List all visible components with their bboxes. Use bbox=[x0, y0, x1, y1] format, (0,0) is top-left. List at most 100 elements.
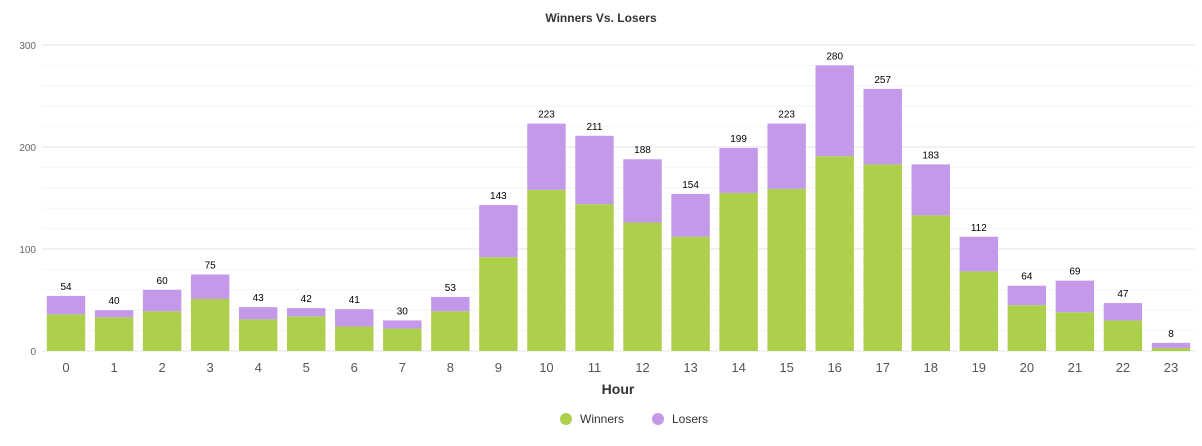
bar-winners-23[interactable] bbox=[1151, 347, 1191, 351]
bar-losers-16[interactable] bbox=[815, 65, 854, 157]
bar-total-label: 53 bbox=[445, 283, 457, 294]
bar-winners-17[interactable] bbox=[863, 164, 902, 351]
x-tick-label: 0 bbox=[62, 360, 69, 375]
bar-losers-21[interactable] bbox=[1055, 280, 1095, 313]
bar-total-label: 41 bbox=[349, 295, 361, 306]
bar-losers-7[interactable] bbox=[383, 320, 422, 329]
bar-winners-10[interactable] bbox=[527, 189, 566, 351]
x-tick-label: 22 bbox=[1116, 360, 1130, 375]
bar-total-label: 30 bbox=[397, 306, 409, 317]
bar-losers-18[interactable] bbox=[911, 164, 950, 216]
x-tick-label: 3 bbox=[207, 360, 214, 375]
bar-total-label: 42 bbox=[301, 294, 313, 305]
bar-winners-6[interactable] bbox=[335, 326, 374, 351]
x-axis-title: Hour bbox=[602, 381, 635, 397]
bar-total-label: 223 bbox=[538, 110, 555, 121]
bar-losers-19[interactable] bbox=[959, 236, 999, 272]
y-tick-label: 100 bbox=[19, 245, 36, 256]
bar-winners-8[interactable] bbox=[431, 311, 470, 351]
x-tick-label: 19 bbox=[972, 360, 986, 375]
bars bbox=[46, 65, 1191, 351]
bar-total-label: 188 bbox=[634, 145, 651, 156]
chart-title: Winners Vs. Losers bbox=[545, 11, 657, 25]
bar-winners-0[interactable] bbox=[46, 314, 86, 351]
x-tick-label: 16 bbox=[827, 360, 841, 375]
x-tick-label: 12 bbox=[635, 360, 649, 375]
bar-losers-3[interactable] bbox=[190, 274, 230, 299]
bar-losers-0[interactable] bbox=[46, 295, 86, 315]
bar-winners-7[interactable] bbox=[383, 328, 422, 351]
x-tick-label: 2 bbox=[158, 360, 165, 375]
bar-winners-14[interactable] bbox=[719, 192, 758, 351]
x-tick-label: 17 bbox=[875, 360, 889, 375]
bar-winners-21[interactable] bbox=[1055, 312, 1095, 351]
bar-losers-12[interactable] bbox=[623, 159, 662, 223]
legend-item-losers[interactable]: Losers bbox=[652, 412, 708, 426]
x-tick-label: 23 bbox=[1164, 360, 1178, 375]
bar-winners-4[interactable] bbox=[238, 319, 278, 351]
bar-winners-20[interactable] bbox=[1007, 305, 1047, 351]
bar-winners-19[interactable] bbox=[959, 271, 999, 351]
bar-total-label: 40 bbox=[109, 296, 121, 307]
bar-total-label: 199 bbox=[730, 134, 747, 145]
bar-winners-16[interactable] bbox=[815, 156, 854, 351]
x-tick-label: 11 bbox=[588, 360, 602, 375]
y-tick-label: 200 bbox=[19, 143, 36, 154]
x-axis: 0 1 2 3 4 5 6 7 8 9 10 11 12 13 14 15 16 17 18 19 20 21 22 23 bbox=[62, 360, 1178, 375]
bar-losers-14[interactable] bbox=[719, 148, 758, 193]
x-tick-label: 15 bbox=[779, 360, 793, 375]
x-tick-label: 14 bbox=[731, 360, 745, 375]
bar-winners-11[interactable] bbox=[575, 204, 614, 351]
y-tick-label: 0 bbox=[30, 347, 36, 358]
x-tick-label: 8 bbox=[447, 360, 454, 375]
x-tick-label: 18 bbox=[924, 360, 938, 375]
bar-winners-22[interactable] bbox=[1103, 320, 1143, 351]
bar-losers-20[interactable] bbox=[1007, 285, 1047, 306]
bar-total-label: 60 bbox=[157, 276, 169, 287]
bar-losers-13[interactable] bbox=[671, 193, 710, 237]
legend-label: Losers bbox=[672, 412, 708, 426]
x-tick-label: 1 bbox=[110, 360, 117, 375]
bar-total-label: 8 bbox=[1168, 329, 1174, 340]
bar-winners-5[interactable] bbox=[287, 316, 326, 351]
bar-losers-17[interactable] bbox=[863, 88, 902, 165]
bar-total-label: 143 bbox=[490, 191, 507, 202]
bar-losers-11[interactable] bbox=[575, 135, 614, 205]
bar-losers-5[interactable] bbox=[287, 308, 326, 317]
bar-winners-2[interactable] bbox=[142, 311, 182, 351]
bar-total-label: 112 bbox=[971, 223, 987, 234]
bar-losers-23[interactable] bbox=[1151, 342, 1191, 348]
bar-winners-12[interactable] bbox=[623, 222, 662, 351]
bar-total-label: 43 bbox=[253, 293, 265, 304]
x-tick-label: 13 bbox=[683, 360, 697, 375]
bar-winners-3[interactable] bbox=[190, 298, 230, 351]
bar-winners-1[interactable] bbox=[94, 317, 134, 351]
y-axis: 0 100 200 300 bbox=[19, 41, 36, 358]
legend-item-winners[interactable]: Winners bbox=[560, 412, 624, 426]
bar-losers-1[interactable] bbox=[94, 310, 134, 318]
bar-total-label: 154 bbox=[682, 180, 699, 191]
legend: Winners Losers bbox=[560, 412, 708, 426]
bar-losers-15[interactable] bbox=[767, 123, 806, 189]
x-tick-label: 10 bbox=[539, 360, 553, 375]
bar-winners-13[interactable] bbox=[671, 236, 710, 351]
y-tick-label: 300 bbox=[19, 41, 36, 52]
bar-total-label: 75 bbox=[205, 261, 217, 272]
bar-winners-15[interactable] bbox=[767, 188, 806, 351]
x-tick-label: 9 bbox=[495, 360, 502, 375]
bar-winners-9[interactable] bbox=[479, 257, 518, 351]
bar-losers-10[interactable] bbox=[527, 123, 566, 190]
bar-losers-2[interactable] bbox=[142, 289, 182, 312]
bar-losers-6[interactable] bbox=[335, 309, 374, 327]
grid-lines bbox=[42, 44, 1195, 352]
bar-total-label: 183 bbox=[922, 150, 939, 161]
x-tick-label: 6 bbox=[351, 360, 358, 375]
x-tick-label: 20 bbox=[1020, 360, 1034, 375]
bar-losers-8[interactable] bbox=[431, 296, 470, 312]
bar-losers-4[interactable] bbox=[238, 307, 278, 320]
bar-losers-9[interactable] bbox=[479, 205, 518, 258]
bar-total-label: 211 bbox=[587, 122, 603, 133]
bar-losers-22[interactable] bbox=[1103, 303, 1143, 321]
bar-winners-18[interactable] bbox=[911, 215, 950, 351]
x-tick-label: 4 bbox=[255, 360, 262, 375]
